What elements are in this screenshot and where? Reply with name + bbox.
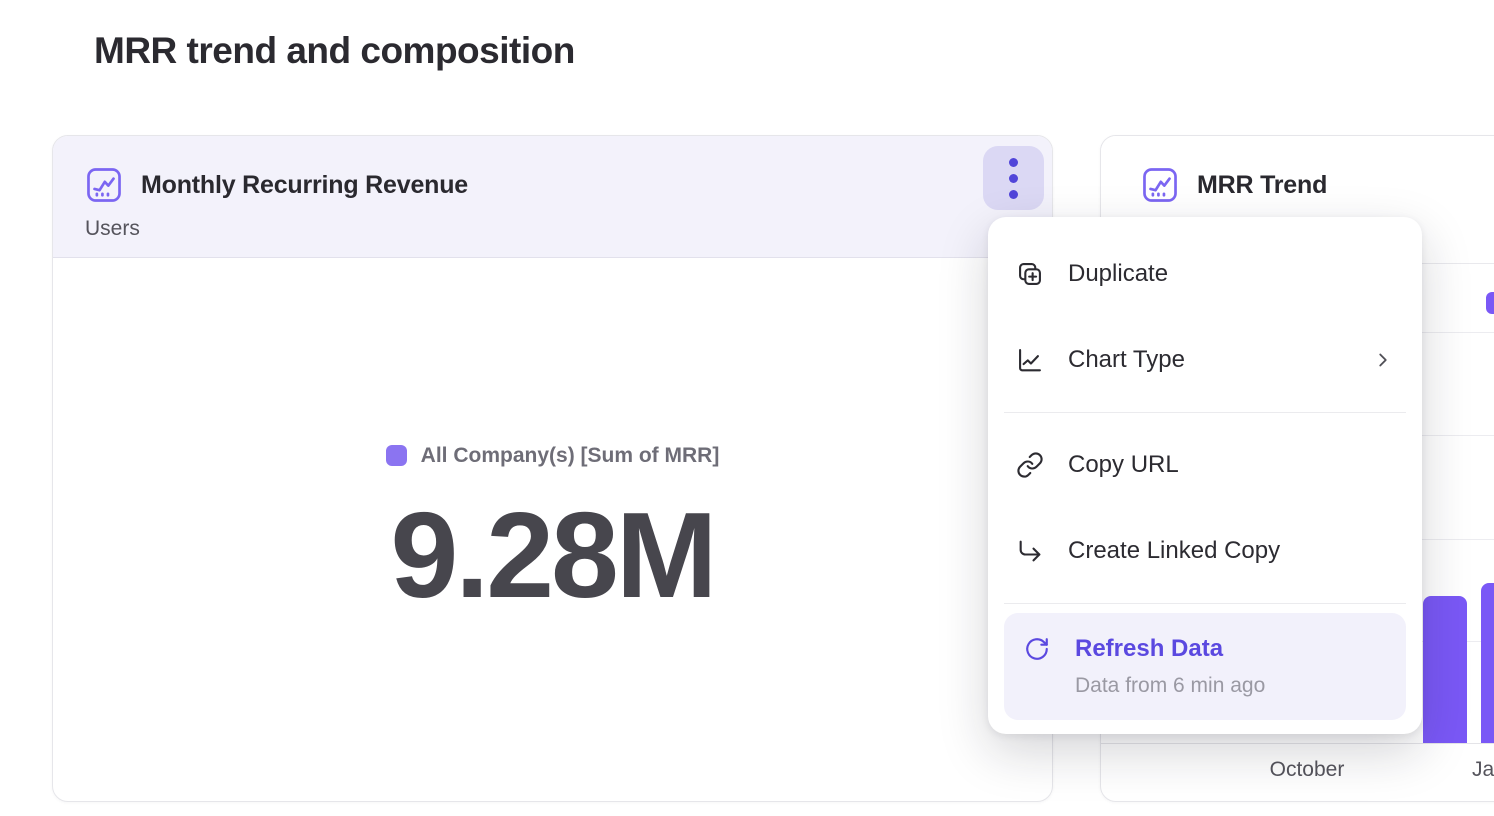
menu-item-chart-type[interactable]: Chart Type [988,317,1422,403]
mrr-value-card: Monthly Recurring Revenue Users All Comp… [52,135,1053,802]
chevron-right-icon [1372,349,1394,371]
x-axis-tick-label: Ja [1472,758,1494,781]
menu-item-create-linked-copy[interactable]: Create Linked Copy [988,508,1422,594]
menu-divider [1004,603,1406,604]
menu-divider [1004,412,1406,413]
chart-badge-icon [1141,166,1179,204]
page-title: MRR trend and composition [94,30,575,71]
chart-type-icon [1016,346,1044,374]
refresh-icon [1024,636,1050,662]
link-icon [1016,451,1044,479]
legend-swatch [385,445,407,466]
kebab-dot [1009,173,1018,183]
big-number-body: All Company(s) [Sum of MRR] 9.28M [53,258,1052,801]
metric-value: 9.28M [390,486,717,623]
menu-item-label: Copy URL [1068,451,1179,478]
legend: All Company(s) [Sum of MRR] [385,443,720,468]
card-subtitle: Users [85,217,140,240]
mrr-value-card-header: Monthly Recurring Revenue Users [53,136,1052,258]
bar-series [1101,264,1494,743]
menu-item-label: Duplicate [1068,260,1169,287]
menu-item-copy-url[interactable]: Copy URL [988,422,1422,508]
menu-item-refresh-data[interactable]: Refresh Data Data from 6 min ago [1004,613,1406,720]
chart-badge-icon [85,166,123,204]
legend-label: All Company(s) [Sum of MRR] [420,443,720,467]
menu-item-label: Create Linked Copy [1068,537,1281,564]
kebab-dot [1009,157,1018,167]
x-axis-tick-label: October [1269,758,1345,781]
duplicate-icon [1016,260,1044,288]
bar [1481,583,1494,743]
corner-down-right-icon [1016,537,1044,565]
refresh-timestamp: Data from 6 min ago [1075,674,1266,697]
card-context-menu: Duplicate Chart Type Copy URL [988,217,1422,734]
x-axis-line [1101,743,1494,744]
card-title: Monthly Recurring Revenue [141,170,468,199]
menu-item-duplicate[interactable]: Duplicate [988,231,1422,317]
card-title: MRR Trend [1197,170,1328,199]
legend-swatch [1486,292,1494,314]
menu-item-label: Refresh Data [1075,635,1224,662]
kebab-dot [1009,189,1018,199]
menu-item-label: Chart Type [1068,346,1185,373]
bar [1423,596,1467,743]
kebab-menu-button[interactable] [983,146,1044,210]
